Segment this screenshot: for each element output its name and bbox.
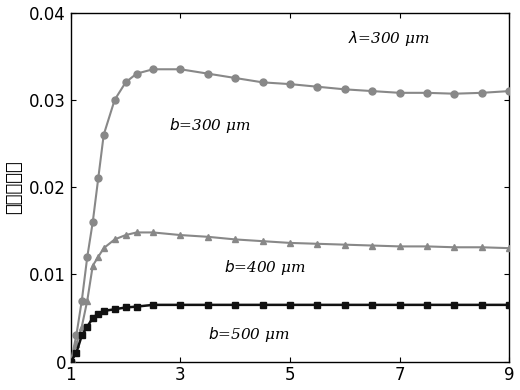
Text: $\lambda$=300 μm: $\lambda$=300 μm (347, 29, 430, 48)
Text: $b$=300 μm: $b$=300 μm (170, 116, 251, 135)
Text: $b$=500 μm: $b$=500 μm (208, 325, 290, 344)
Y-axis label: 模式双折射: 模式双折射 (6, 160, 23, 214)
Text: $b$=400 μm: $b$=400 μm (224, 258, 306, 277)
